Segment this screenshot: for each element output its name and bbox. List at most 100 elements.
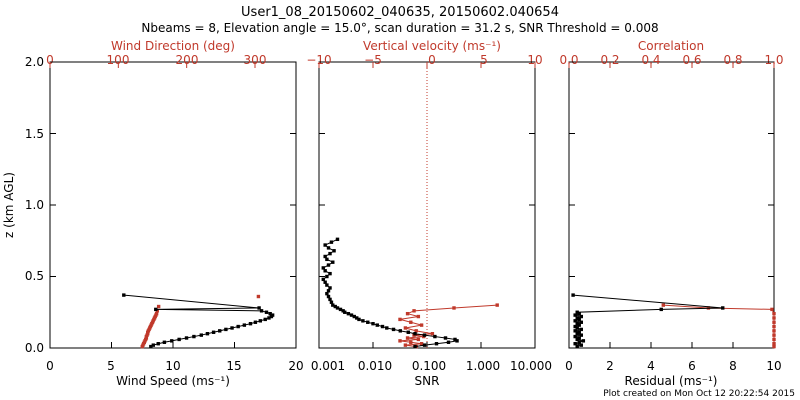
vertical-velocity-point <box>398 339 402 343</box>
vertical-velocity-point <box>452 306 456 310</box>
correlation-point <box>772 311 776 316</box>
residual-tick: 8 <box>729 359 737 373</box>
vertical-velocity-point <box>419 342 424 346</box>
wind-speed-point <box>177 337 181 342</box>
wind-direction-point <box>154 311 159 316</box>
wind-speed-point <box>199 333 203 337</box>
wind-speed-point <box>205 332 210 336</box>
vertical-velocity-point <box>495 303 499 307</box>
residual-label: Residual (ms⁻¹) <box>625 374 718 388</box>
snr-point <box>453 337 457 342</box>
snr-point <box>371 321 375 326</box>
snr-point <box>375 323 379 327</box>
snr-point <box>422 343 427 347</box>
residual-point <box>721 306 725 310</box>
snr-tick: 1.000 <box>466 359 500 373</box>
snr-point <box>326 246 331 250</box>
wind-speed-tick: 20 <box>288 359 303 373</box>
snr-point <box>355 316 359 320</box>
snr-point <box>323 269 327 273</box>
snr-point <box>335 237 340 242</box>
wind-panel-frame <box>49 61 297 349</box>
residual-tick: 4 <box>647 359 655 373</box>
snr-point <box>321 266 325 270</box>
snr-point <box>422 333 427 337</box>
residual-point <box>573 313 577 317</box>
snr-tick: 0.010 <box>358 359 392 373</box>
snr-line <box>322 238 459 348</box>
wind-speed-point <box>267 316 271 320</box>
wind-direction-label: Wind Direction (deg) <box>111 39 235 53</box>
wind-axes: 0 5 10 15 20 Wind Speed (ms⁻¹) 0 100 200… <box>46 39 303 388</box>
snr-point <box>323 280 327 284</box>
wind-speed-point <box>242 323 247 327</box>
vertical-velocity-point <box>412 309 416 313</box>
residual-point <box>573 324 577 329</box>
residual-tick: 6 <box>688 359 696 373</box>
snr-point <box>349 313 354 317</box>
snr-point <box>323 254 327 259</box>
snr-point <box>443 336 448 340</box>
snr-point <box>366 320 370 324</box>
snr-point <box>329 300 334 304</box>
snr-point <box>361 319 365 323</box>
snr-point <box>434 342 439 346</box>
vertical-velocity-tick: 5 <box>480 53 488 67</box>
snr-point <box>352 314 356 319</box>
vertical-velocity-point <box>403 343 408 347</box>
correlation-point <box>772 344 776 349</box>
correlation-tick: 0.6 <box>682 53 701 67</box>
residual-point <box>575 332 579 336</box>
snr-point <box>413 344 417 349</box>
vertical-velocity-point <box>403 326 408 330</box>
residual-tick: 10 <box>766 359 781 373</box>
vertical-velocity-tick: 10 <box>527 53 542 67</box>
wind-speed-point <box>253 320 258 324</box>
vertical-velocity-point <box>419 323 424 327</box>
snr-axes: 0.001 0.010 0.100 1.000 10.000 SNR −10 −… <box>306 39 552 388</box>
snr-point <box>331 260 335 264</box>
wind-speed-point <box>154 307 158 312</box>
correlation-label: Correlation <box>638 39 704 53</box>
wind-speed-point <box>211 330 216 334</box>
snr-point <box>326 263 331 267</box>
correlation-tick: 0.8 <box>723 53 742 67</box>
vertical-velocity-point <box>409 320 413 324</box>
wind-speed-point <box>224 327 228 332</box>
wind-speed-point <box>170 339 174 343</box>
snr-point <box>325 291 329 296</box>
y-tick-label: 1.0 <box>25 198 44 212</box>
residual-point <box>575 310 579 314</box>
snr-point <box>357 317 361 322</box>
wind-speed-point <box>257 306 261 310</box>
wind-speed-point <box>149 344 153 349</box>
title-line-2: Nbeams = 8, Elevation angle = 15.0°, sca… <box>141 21 658 35</box>
residual-point <box>577 317 581 322</box>
vertical-velocity-tick: −5 <box>364 53 382 67</box>
snr-label: SNR <box>415 374 440 388</box>
y-tick-label: 0.5 <box>25 269 44 283</box>
wind-speed-point <box>192 334 196 339</box>
title-line-1: User1_08_20150602_040635, 20150602.04065… <box>241 5 559 20</box>
correlation-point <box>772 316 776 320</box>
wind-speed-point <box>236 324 240 329</box>
residual-point <box>573 334 577 339</box>
correlation-tick: 0.0 <box>559 53 578 67</box>
snr-point <box>331 303 335 307</box>
residual-point <box>579 320 583 324</box>
wind-speed-point <box>268 311 272 316</box>
residual-point <box>577 311 581 316</box>
residual-point <box>579 314 583 319</box>
footer-timestamp: Plot created on Mon Oct 12 20:22:54 2015 <box>603 389 795 399</box>
y-tick-label: 2.0 <box>25 55 44 69</box>
wind-direction-tick: 100 <box>107 53 130 67</box>
snr-point <box>380 324 385 329</box>
vertical-velocity-point <box>398 317 402 322</box>
correlation-point <box>772 329 776 333</box>
snr-point <box>391 327 396 332</box>
residual-tick: 2 <box>606 359 614 373</box>
vertical-velocity-tick: 0 <box>428 53 436 67</box>
wind-speed-point <box>259 309 264 313</box>
wind-speed-point <box>156 342 160 346</box>
